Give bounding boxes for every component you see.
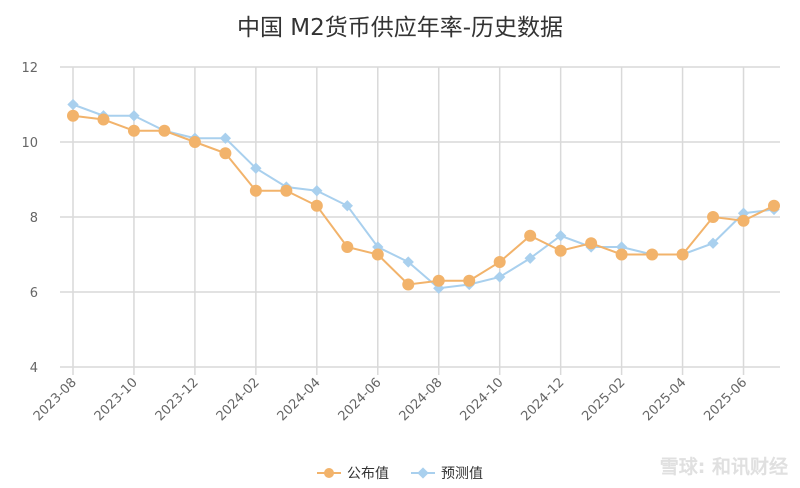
x-tick-label: 2024-06 — [336, 375, 385, 424]
data-point-forecast — [311, 185, 323, 197]
data-point-published — [524, 229, 537, 242]
y-tick-label: 12 — [21, 61, 38, 76]
data-point-forecast — [494, 271, 506, 283]
series-line-0 — [72, 114, 775, 286]
x-tick-label: 2023-12 — [153, 375, 202, 424]
data-point-published — [707, 211, 720, 223]
x-tick-label: 2024-10 — [458, 375, 507, 424]
data-point-published — [402, 278, 415, 291]
data-point-forecast — [128, 110, 140, 122]
data-point-forecast — [341, 200, 353, 212]
data-point-published — [158, 124, 171, 137]
data-point-published — [280, 184, 293, 197]
data-point-forecast — [402, 256, 414, 268]
legend-item-forecast[interactable]: 预测值 — [411, 463, 483, 483]
data-point-forecast — [554, 230, 567, 242]
data-point-published — [737, 214, 750, 227]
data-point-published — [768, 199, 780, 212]
data-point-published — [127, 124, 140, 137]
y-tick-label: 6 — [30, 286, 38, 301]
watermark: 雪球: 和讯财经 — [659, 456, 788, 478]
data-point-forecast — [524, 252, 536, 264]
x-tick-label: 2025-04 — [640, 375, 689, 424]
data-point-published — [585, 237, 598, 250]
x-tick-label: 2023-08 — [31, 375, 80, 424]
y-tick-label: 4 — [30, 361, 38, 376]
data-point-published — [310, 199, 323, 212]
data-point-published — [493, 256, 506, 268]
data-point-forecast — [250, 162, 262, 174]
x-tick-label: 2024-08 — [397, 375, 446, 424]
data-point-forecast — [219, 132, 232, 144]
data-point-published — [188, 136, 201, 148]
data-point-published — [371, 248, 384, 261]
x-tick-label: 2024-02 — [214, 375, 263, 424]
legend-item-published[interactable]: 公布值 — [317, 463, 389, 483]
data-point-published — [341, 241, 354, 253]
data-point-published — [463, 274, 476, 287]
y-tick-label: 8 — [30, 211, 38, 226]
series-line-1 — [72, 103, 775, 290]
x-tick-label: 2024-04 — [275, 375, 324, 424]
data-point-published — [97, 113, 110, 126]
legend-label: 预测值 — [441, 466, 483, 482]
data-point-published — [615, 248, 628, 261]
x-tick-label: 2025-02 — [579, 375, 628, 424]
data-point-published — [676, 248, 689, 261]
data-point-published — [554, 244, 567, 257]
legend: 公布值 预测值 — [0, 463, 800, 483]
data-point-published — [249, 184, 262, 197]
legend-label: 公布值 — [347, 466, 389, 482]
data-point-published — [219, 147, 232, 160]
data-point-published — [646, 248, 659, 261]
data-point-forecast — [707, 237, 719, 249]
chart-title: 中国 M2货币供应年率-历史数据 — [236, 15, 564, 41]
x-tick-label: 2025-06 — [701, 375, 750, 424]
data-point-forecast — [67, 98, 79, 111]
data-point-published — [67, 109, 79, 122]
x-tick-label: 2024-12 — [518, 375, 567, 424]
data-point-published — [432, 274, 445, 287]
x-tick-label: 2023-10 — [92, 375, 141, 424]
y-tick-label: 10 — [21, 136, 38, 151]
